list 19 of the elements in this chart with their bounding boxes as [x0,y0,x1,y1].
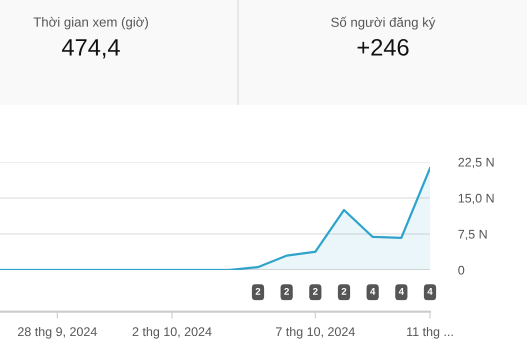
y-tick-label: 7,5 N [458,230,487,240]
x-tick-label: 28 thg 9, 2024 [18,326,97,339]
x-tick-label: 7 thg 10, 2024 [276,326,355,339]
text: +246 [358,38,409,56]
text: 2 [256,288,260,295]
y-tick-label: 0 [458,266,464,275]
text: 2 [312,288,318,295]
text: 2 [284,288,289,295]
text: 4 [370,288,376,295]
x-tick-label: 2 thg 10, 2024 [132,326,212,339]
text: 4 [398,288,404,295]
text: Thời gian xem (giờ) [34,16,148,30]
text: 4 [427,288,433,295]
text: Số người đăng ký [331,16,436,30]
x-tick-label: 11 thg ... [407,326,453,339]
y-tick-label: 15,0 N [458,194,494,204]
y-tick-label: 22,5 N [458,158,494,168]
text: 2 [342,288,346,295]
text: 474,4 [62,39,120,58]
